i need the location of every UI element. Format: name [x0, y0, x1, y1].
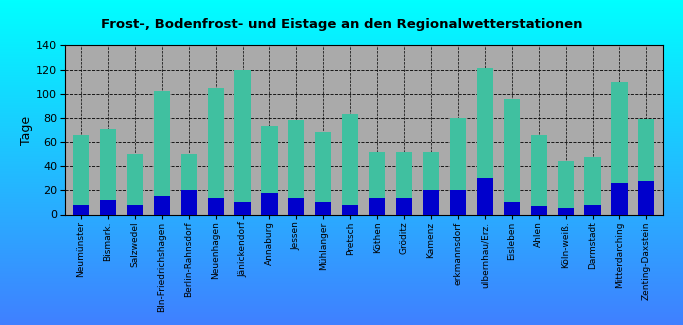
Bar [423, 190, 439, 214]
Bar [477, 178, 493, 214]
Bar [369, 198, 385, 214]
Bar [503, 98, 520, 202]
Bar [585, 205, 600, 214]
Bar [342, 205, 359, 214]
Bar [208, 88, 224, 198]
Bar [557, 208, 574, 215]
Bar [100, 200, 116, 214]
Text: Frost-, Bodenfrost- und Eistage an den Regionalwetterstationen: Frost-, Bodenfrost- und Eistage an den R… [101, 18, 582, 31]
Bar [396, 198, 412, 214]
Bar [288, 120, 305, 198]
Bar [450, 118, 466, 190]
Bar [316, 202, 331, 214]
Bar [639, 119, 654, 181]
Bar [127, 205, 143, 214]
Bar [503, 202, 520, 214]
Bar [316, 132, 331, 202]
Bar [423, 152, 439, 190]
Y-axis label: Tage: Tage [20, 115, 33, 145]
Bar [342, 114, 359, 205]
Bar [154, 91, 170, 196]
Bar [611, 183, 628, 215]
Bar [585, 157, 600, 205]
Bar [639, 181, 654, 214]
Bar [100, 129, 116, 200]
Bar [234, 70, 251, 202]
Bar [234, 202, 251, 214]
Bar [127, 154, 143, 205]
Bar [450, 190, 466, 214]
Bar [531, 135, 547, 206]
Bar [73, 205, 89, 214]
Bar [477, 69, 493, 178]
Bar [396, 152, 412, 198]
Bar [262, 126, 277, 193]
Bar [557, 162, 574, 208]
Bar [154, 196, 170, 214]
Bar [531, 206, 547, 215]
Bar [73, 135, 89, 205]
Bar [208, 198, 224, 214]
Bar [369, 152, 385, 198]
Bar [180, 154, 197, 190]
Bar [288, 198, 305, 214]
Bar [180, 190, 197, 214]
Bar [611, 82, 628, 183]
Bar [262, 193, 277, 214]
